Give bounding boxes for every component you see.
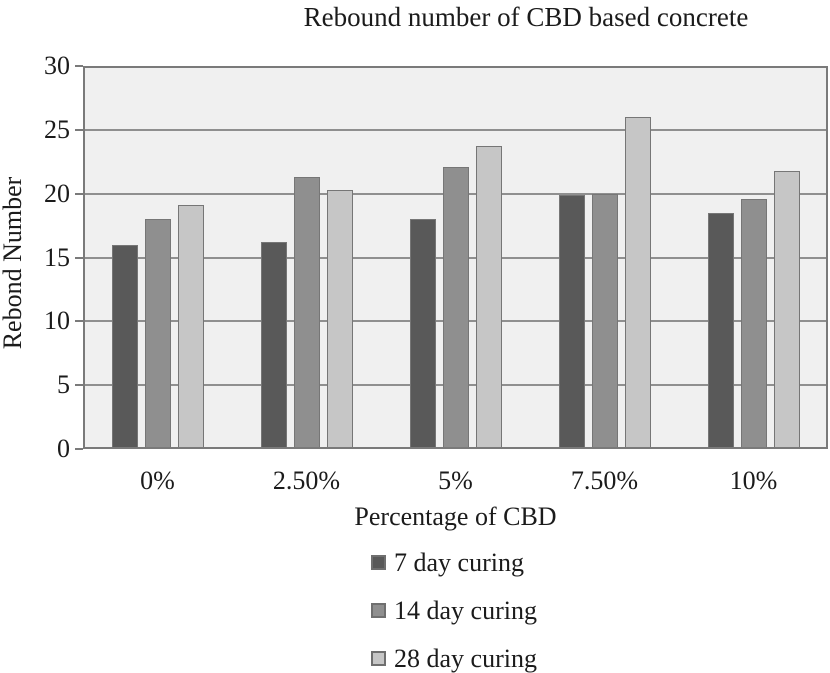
bar-28-day-curing-0% [177, 205, 204, 449]
gridline-25 [83, 128, 828, 131]
y-tick-mark-15 [75, 256, 83, 259]
bar-7-day-curing-0% [111, 244, 138, 449]
bar-14-day-curing-7.50% [591, 193, 618, 449]
y-tick-label-20: 20 [44, 178, 70, 208]
plot-frame [83, 66, 828, 449]
y-tick-mark-10 [75, 320, 83, 323]
legend-item-28-day-curing: 28 day curing [371, 643, 537, 673]
bar-7-day-curing-10% [707, 212, 734, 449]
y-tick-label-30: 30 [44, 51, 70, 80]
bar-28-day-curing-7.50% [624, 117, 651, 449]
y-tick-mark-20 [75, 192, 83, 195]
y-tick-label-5: 5 [57, 370, 70, 400]
y-tick-mark-25 [75, 128, 83, 131]
legend: 7 day curing 14 day curing 28 day curing [371, 547, 537, 673]
x-axis-title: Percentage of CBD [354, 502, 557, 531]
y-tick-mark-30 [75, 65, 83, 67]
bar-14-day-curing-0% [144, 219, 171, 449]
legend-item-7-day-curing: 7 day curing [371, 547, 537, 578]
bar-28-day-curing-10% [773, 170, 800, 449]
legend-label: 28 day curing [394, 644, 537, 673]
y-tick-label-10: 10 [44, 306, 70, 336]
bar-28-day-curing-2.50% [326, 189, 353, 449]
bar-7-day-curing-5% [409, 219, 436, 449]
y-tick-mark-0 [75, 448, 83, 450]
bar-7-day-curing-7.50% [558, 194, 585, 449]
y-tick-mark-5 [75, 384, 83, 387]
x-tick-label-7.50%: 7.50% [570, 466, 639, 495]
bar-14-day-curing-10% [740, 198, 767, 449]
y-tick-label-25: 25 [44, 114, 70, 144]
legend-swatch-icon [371, 603, 386, 618]
y-tick-label-15: 15 [44, 242, 70, 272]
bar-28-day-curing-5% [475, 146, 502, 449]
x-tick-label-5%: 5% [438, 466, 473, 495]
bar-7-day-curing-2.50% [260, 242, 287, 449]
legend-label: 7 day curing [394, 548, 524, 577]
chart-title: Rebound number of CBD based concrete [303, 2, 749, 32]
legend-label: 14 day curing [394, 596, 537, 625]
x-tick-label-0%: 0% [140, 466, 175, 495]
legend-swatch-icon [371, 555, 386, 570]
x-tick-label-2.50%: 2.50% [272, 466, 341, 495]
legend-item-14-day-curing: 14 day curing [371, 595, 537, 626]
x-tick-label-10%: 10% [729, 466, 778, 495]
y-tick-label-0: 0 [57, 434, 70, 463]
bar-14-day-curing-2.50% [293, 177, 320, 449]
legend-swatch-icon [371, 651, 386, 666]
